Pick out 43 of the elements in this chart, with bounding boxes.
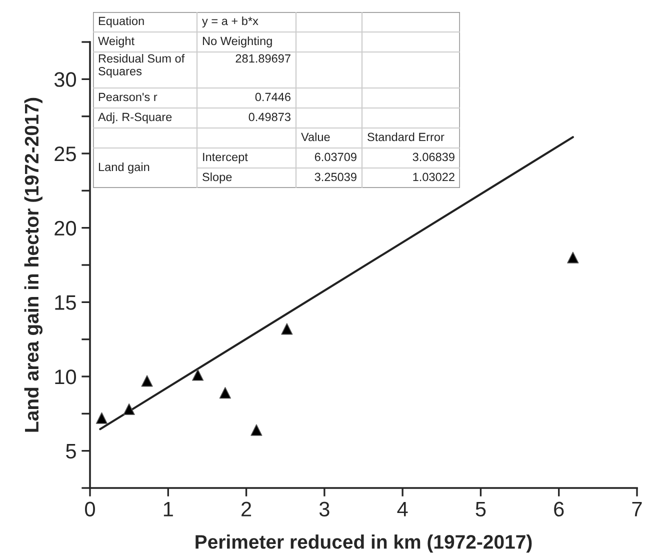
y-tick-label: 30 [54, 72, 76, 87]
x-tick-label: 3 [319, 502, 330, 516]
y-tick-label: 25 [54, 146, 76, 162]
point [192, 369, 204, 381]
x-tick-label: 1 [164, 502, 173, 516]
point [96, 412, 108, 424]
y-tick-label: 5 [66, 444, 76, 459]
point [123, 403, 135, 416]
annotation: Adj. R-Square [98, 112, 172, 124]
annotation: 0.49873 [248, 112, 290, 122]
x-tick-label: 7 [632, 502, 642, 516]
point [281, 323, 293, 335]
annotation: Slope [202, 172, 232, 184]
x-tick-label: 4 [397, 502, 408, 516]
annotation: 3.25039 [314, 172, 356, 182]
annotation: 0.7446 [255, 92, 290, 102]
x-tick-label: 2 [242, 502, 252, 516]
annotation: 6.03709 [314, 152, 356, 162]
annotation: 281.89697 [236, 54, 290, 63]
annotation: Intercept [203, 152, 248, 164]
annotation: 3.06839 [412, 152, 454, 162]
y-tick-label: 10 [55, 370, 76, 384]
annotation: Weight [98, 36, 134, 48]
point [141, 375, 153, 387]
annotation: No Weighting [202, 36, 272, 48]
x-axis-title: Perimeter reduced in km (1972-2017) [196, 534, 532, 553]
annotation: 1.03022 [413, 172, 454, 182]
annotation: Residual Sum of Squares [98, 54, 185, 78]
annotation: Standard Error [368, 132, 444, 142]
annotation: Land gain [98, 162, 150, 174]
point [567, 252, 579, 264]
x-tick-label: 0 [85, 502, 95, 516]
x-tick-label: 5 [476, 502, 486, 516]
y-axis-title: Land area gain in hector (1972-2017) [24, 98, 43, 432]
y-tick-label: 15 [55, 295, 76, 310]
x-tick-label: 6 [554, 502, 564, 516]
text: y = a + b*x [202, 16, 258, 28]
point [250, 424, 262, 436]
annotation: Value [301, 132, 330, 142]
annotation: Pearson's r [98, 92, 158, 102]
text: Equation [98, 16, 144, 28]
y-tick-label: 20 [54, 220, 76, 236]
point [219, 387, 231, 399]
